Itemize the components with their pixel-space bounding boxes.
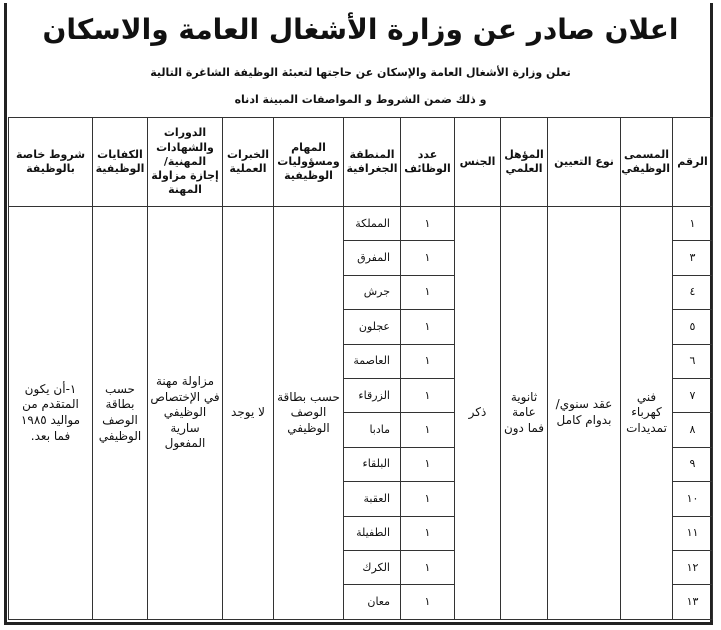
row-number: ٩ xyxy=(672,446,713,483)
job-count: ١ xyxy=(400,274,455,311)
header-courses: الدورات والشهادات المهنية/إجازة مزاولة ا… xyxy=(147,117,223,207)
intro-line-1: تعلن وزارة الأشغال العامة والإسكان عن حا… xyxy=(150,66,571,79)
region: عجلون xyxy=(343,309,401,345)
table-row: ٦ ١ العاصمة xyxy=(9,343,713,380)
row-number: ٦ xyxy=(672,343,713,380)
region: معان xyxy=(343,584,401,620)
job-count: ١ xyxy=(400,412,455,448)
header-tasks: المهام ومسؤوليات الوظيفية xyxy=(273,117,344,207)
header-job-title: المسمى الوظيفي xyxy=(620,117,673,207)
row-number: ١١ xyxy=(672,515,713,552)
row-number: ٥ xyxy=(672,309,713,345)
row-number: ٣ xyxy=(672,240,713,276)
header-appointment-type: نوع التعيين xyxy=(547,117,621,207)
appointment-type-cell: عقد سنوي/بدوام كامل xyxy=(547,206,621,620)
table-row: ١٠ ١ العقبة xyxy=(9,481,713,517)
row-number: ١٣ xyxy=(672,584,713,620)
region: مادبا xyxy=(343,412,401,448)
region: العقبة xyxy=(343,481,401,517)
row-number: ١٢ xyxy=(672,550,713,586)
competencies-cell: حسب بطاقة الوصف الوظيفي xyxy=(92,206,148,620)
row-number: ٤ xyxy=(672,274,713,311)
tasks-cell: حسب بطاقة الوصف الوظيفي xyxy=(273,206,344,620)
header-qualification: المؤهل العلمي xyxy=(500,117,548,207)
row-number: ٧ xyxy=(672,378,713,414)
row-number: ١٠ xyxy=(672,481,713,517)
header-job-count: عدد الوظائف xyxy=(400,117,455,207)
announcement-title: اعلان صادر عن وزارة الأشغال العامة والاس… xyxy=(42,13,679,46)
row-number: ١ xyxy=(672,205,713,242)
header-experience: الخبرات العملية xyxy=(222,117,274,207)
table-row: ٧ ١ الزرقاء xyxy=(9,378,713,414)
courses-cell: مزاولة مهنة في الإختصاص الوظيفي سارية ال… xyxy=(147,206,223,620)
special-conditions-cell: ١-أن يكون المتقدم من مواليد ١٩٨٥ فما بعد… xyxy=(8,206,93,620)
row-number: ٨ xyxy=(672,412,713,448)
table-row: ٥ ١ عجلون xyxy=(9,309,713,345)
qualification-cell: ثانوية عامة فما دون xyxy=(500,206,548,620)
table-row: ١٢ ١ الكرك xyxy=(9,550,713,586)
table-row: ١٣ ١ معان xyxy=(9,584,713,620)
table-body: ١ فني كهرباء تمديدات عقد سنوي/بدوام كامل ثا… xyxy=(8,205,713,620)
intro-line-2: و ذلك ضمن الشروط و المواصفات المبينة ادن… xyxy=(234,93,487,106)
job-count: ١ xyxy=(400,343,455,380)
job-count: ١ xyxy=(400,205,455,242)
job-count: ١ xyxy=(400,309,455,345)
job-count: ١ xyxy=(400,240,455,276)
header-gender: الجنس xyxy=(454,117,501,207)
job-count: ١ xyxy=(400,378,455,414)
region: العاصمة xyxy=(343,343,401,380)
region: الزرقاء xyxy=(343,378,401,414)
job-title-cell: فني كهرباء تمديدات xyxy=(620,206,673,620)
header-competencies: الكفايات الوظيفية xyxy=(92,117,148,207)
job-count: ١ xyxy=(400,550,455,586)
table-row: ١ فني كهرباء تمديدات عقد سنوي/بدوام كامل ثا… xyxy=(8,205,713,620)
job-count: ١ xyxy=(400,446,455,483)
job-count: ١ xyxy=(400,515,455,552)
region: المفرق xyxy=(343,240,401,276)
region: المملكة xyxy=(343,205,401,242)
header-row: الرقم المسمى الوظيفي نوع التعيين المؤهل الع… xyxy=(8,117,713,207)
experience-cell: لا يوجد xyxy=(222,206,274,620)
region: الطفيلة xyxy=(343,515,401,552)
region: جرش xyxy=(343,274,401,311)
header-special-conditions: شروط خاصة بالوظيفة xyxy=(8,117,93,207)
job-count: ١ xyxy=(400,584,455,620)
region: الكرك xyxy=(343,550,401,586)
header-region: المنطقة الجغرافية xyxy=(343,117,401,207)
job-table: الرقم المسمى الوظيفي نوع التعيين المؤهل الع… xyxy=(8,117,713,620)
region: البلقاء xyxy=(343,446,401,483)
header-number: الرقم xyxy=(672,117,713,207)
job-count: ١ xyxy=(400,481,455,517)
table-row: ٨ ١ مادبا xyxy=(9,412,713,448)
gender-cell: ذكر xyxy=(454,206,501,620)
